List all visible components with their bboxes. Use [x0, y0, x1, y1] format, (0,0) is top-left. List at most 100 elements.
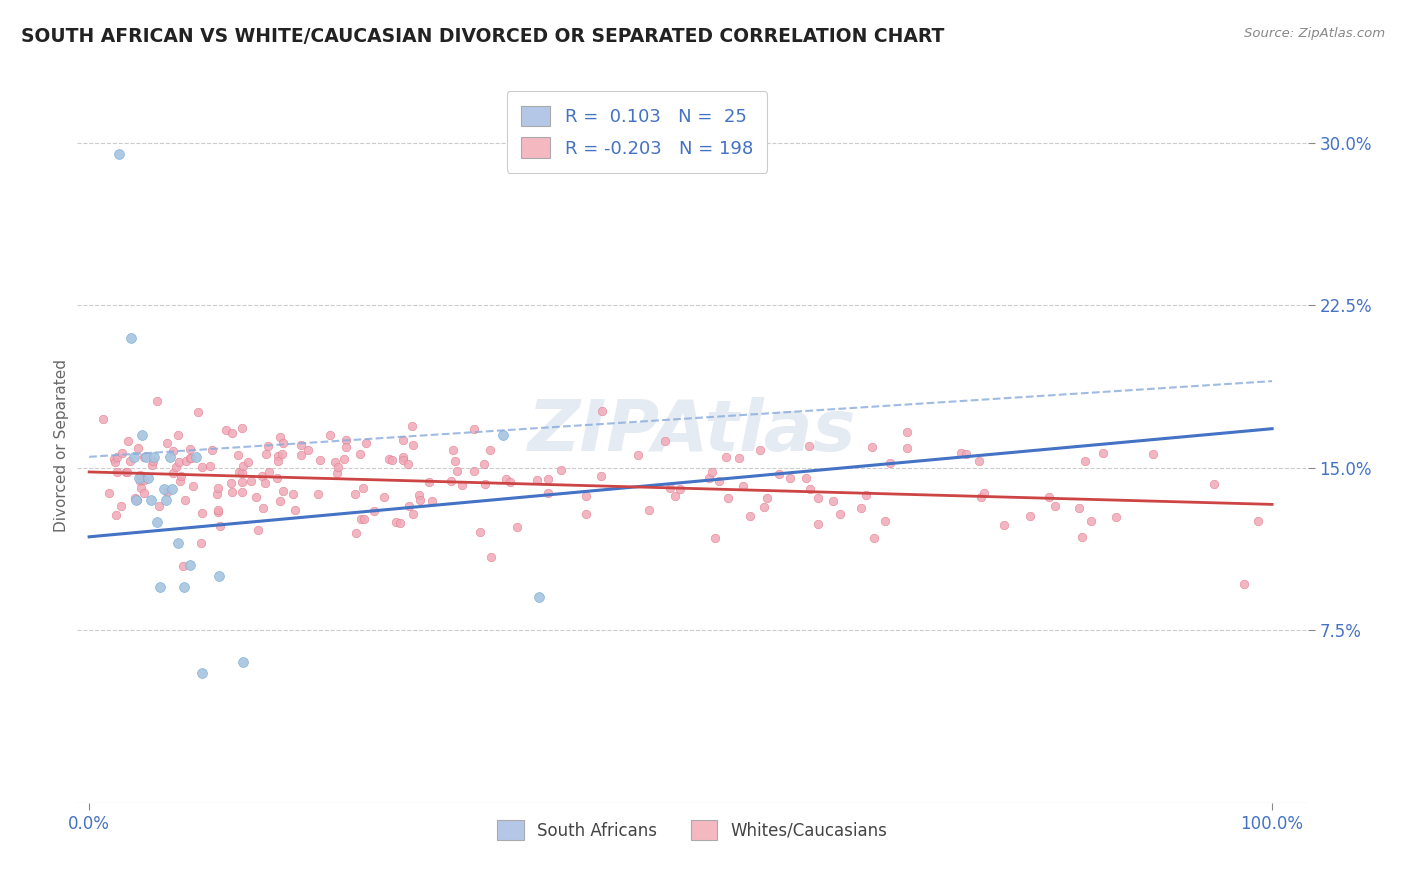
Point: [474, 477, 496, 491]
Point: [823, 494, 845, 508]
Point: [325, 455, 347, 469]
Point: [654, 434, 676, 448]
Point: [125, 492, 148, 507]
Point: [807, 516, 830, 531]
Point: [472, 457, 495, 471]
Point: [132, 473, 155, 487]
Point: [231, 466, 253, 480]
Point: [207, 503, 229, 517]
Point: [748, 443, 770, 458]
Point: [1142, 447, 1164, 461]
Point: [398, 500, 420, 514]
Point: [967, 454, 990, 468]
Point: [128, 474, 150, 488]
Point: [129, 482, 152, 496]
Point: [575, 507, 598, 521]
Point: [172, 558, 194, 573]
Point: [754, 500, 776, 515]
Point: [231, 484, 253, 499]
Point: [269, 494, 291, 508]
Point: [187, 405, 209, 419]
Point: [536, 485, 558, 500]
Point: [333, 451, 356, 466]
Point: [180, 451, 202, 466]
Point: [420, 493, 443, 508]
Point: [266, 471, 288, 485]
Point: [105, 466, 128, 480]
Point: [104, 455, 127, 469]
Point: [717, 491, 740, 505]
Point: [179, 451, 201, 466]
Point: [950, 446, 973, 460]
Point: [207, 481, 229, 495]
Text: SOUTH AFRICAN VS WHITE/CAUCASIAN DIVORCED OR SEPARATED CORRELATION CHART: SOUTH AFRICAN VS WHITE/CAUCASIAN DIVORCE…: [21, 27, 945, 45]
Point: [155, 435, 177, 450]
Point: [373, 491, 395, 505]
Point: [537, 472, 560, 486]
Point: [1074, 453, 1097, 467]
Point: [129, 468, 152, 483]
Point: [335, 434, 357, 448]
Point: [252, 500, 274, 515]
Point: [973, 486, 995, 500]
Point: [141, 458, 163, 473]
Point: [401, 418, 423, 433]
Point: [328, 459, 350, 474]
Point: [389, 516, 412, 531]
Point: [409, 492, 432, 507]
Point: [591, 404, 613, 418]
Point: [879, 456, 901, 470]
Point: [143, 450, 166, 464]
Point: [589, 468, 612, 483]
Point: [190, 666, 212, 681]
Point: [190, 507, 212, 521]
Point: [1018, 509, 1040, 524]
Point: [190, 459, 212, 474]
Point: [1092, 445, 1115, 459]
Point: [205, 487, 228, 501]
Point: [232, 655, 254, 669]
Point: [111, 446, 134, 460]
Point: [135, 450, 157, 464]
Point: [738, 509, 761, 524]
Point: [385, 515, 408, 529]
Point: [1105, 509, 1128, 524]
Point: [1233, 576, 1256, 591]
Point: [307, 487, 329, 501]
Point: [167, 536, 190, 550]
Point: [860, 440, 883, 454]
Point: [446, 464, 468, 478]
Point: [849, 500, 872, 515]
Y-axis label: Divorced or Separated: Divorced or Separated: [53, 359, 69, 533]
Point: [896, 425, 918, 439]
Point: [231, 420, 253, 434]
Point: [350, 512, 373, 526]
Point: [257, 465, 280, 479]
Point: [381, 453, 404, 467]
Point: [142, 453, 165, 467]
Point: [343, 487, 366, 501]
Point: [103, 452, 125, 467]
Point: [451, 478, 474, 492]
Point: [107, 147, 129, 161]
Point: [284, 502, 307, 516]
Point: [110, 499, 132, 513]
Point: [208, 519, 231, 533]
Point: [184, 450, 207, 464]
Point: [1202, 476, 1225, 491]
Point: [122, 450, 145, 464]
Point: [139, 493, 162, 508]
Point: [236, 455, 259, 469]
Point: [166, 428, 188, 442]
Point: [799, 482, 821, 496]
Point: [326, 466, 349, 480]
Point: [232, 458, 254, 473]
Point: [115, 465, 138, 479]
Point: [174, 454, 197, 468]
Point: [344, 525, 367, 540]
Point: [149, 580, 172, 594]
Point: [155, 493, 177, 508]
Point: [353, 512, 375, 526]
Point: [290, 438, 312, 452]
Point: [408, 488, 430, 502]
